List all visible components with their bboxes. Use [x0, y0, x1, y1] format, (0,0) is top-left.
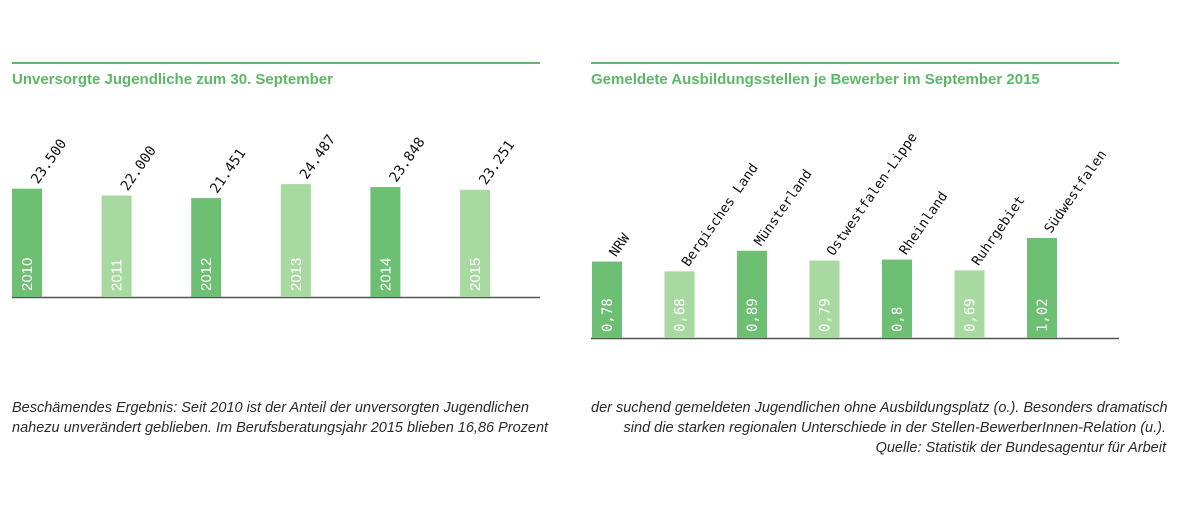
caption-left-line2: nahezu unverändert geblieben. Im Berufsb… [12, 420, 549, 436]
category-label: Münsterland [751, 167, 815, 249]
bar-2012 [191, 198, 222, 297]
bar-region-2 [737, 250, 767, 338]
caption-right-line1: der suchend gemeldeten Jugendlichen ohne… [591, 400, 1168, 416]
left-bar-chart: 2010 23.500 2011 22.000 2012 21.451 2013 24.487… [12, 132, 540, 299]
value-label: 23.848 [387, 135, 429, 186]
value-label: 21.451 [207, 146, 249, 197]
category-label: 2015 [467, 258, 484, 291]
category-label: 2012 [198, 258, 215, 291]
category-label: Südwestfalen [1041, 147, 1110, 236]
left-chart-title: Unversorgte Jugendliche zum 30. Septembe… [12, 71, 333, 88]
value-label: 24.487 [297, 132, 339, 183]
caption-left-line1: Beschämendes Ergebnis: Seit 2010 ist der… [12, 400, 529, 416]
value-label: 0,68 [673, 298, 689, 332]
category-label: Rheinland [896, 189, 951, 258]
bar-2014 [370, 187, 401, 297]
caption-right-line2: sind die starken regionalen Unterschiede… [623, 420, 1166, 436]
bar-2013 [280, 184, 311, 297]
value-label: 23.500 [28, 136, 70, 187]
category-label: NRW [606, 230, 634, 260]
bar-2015 [460, 189, 490, 297]
bar-2010 [12, 188, 42, 297]
value-label: 1,02 [1035, 298, 1051, 332]
bar-region-5 [954, 270, 985, 338]
value-label: 0,79 [818, 298, 834, 332]
bar-region-6 [1027, 238, 1057, 338]
category-label: 2011 [109, 259, 126, 291]
caption-source: Quelle: Statistik der Bundesagentur für … [875, 440, 1166, 456]
right-chart-title: Gemeldete Ausbildungsstellen je Bewerber… [591, 71, 1040, 88]
category-label: 2010 [19, 258, 36, 291]
bar-region-0 [592, 261, 622, 338]
category-label: Ruhrgebiet [969, 193, 1029, 269]
category-label: 2013 [288, 258, 305, 291]
left-chart-top-rule [12, 62, 540, 64]
value-label: 0,8 [890, 307, 906, 332]
bar-2011 [101, 195, 132, 297]
value-label: 0,78 [600, 298, 616, 332]
value-label: 23.251 [476, 137, 518, 188]
category-label: 2014 [377, 258, 394, 291]
right-chart-top-rule [591, 62, 1119, 64]
value-label: 0,69 [963, 298, 979, 332]
bar-region-3 [809, 260, 840, 338]
caption-right: der suchend gemeldeten Jugendlichen ohne… [591, 398, 1168, 458]
caption-left: Beschämendes Ergebnis: Seit 2010 ist der… [12, 398, 548, 438]
value-label: 22.000 [118, 143, 160, 194]
bar-region-1 [664, 271, 695, 338]
bar-region-4 [882, 259, 912, 338]
value-label: 0,89 [745, 298, 761, 332]
